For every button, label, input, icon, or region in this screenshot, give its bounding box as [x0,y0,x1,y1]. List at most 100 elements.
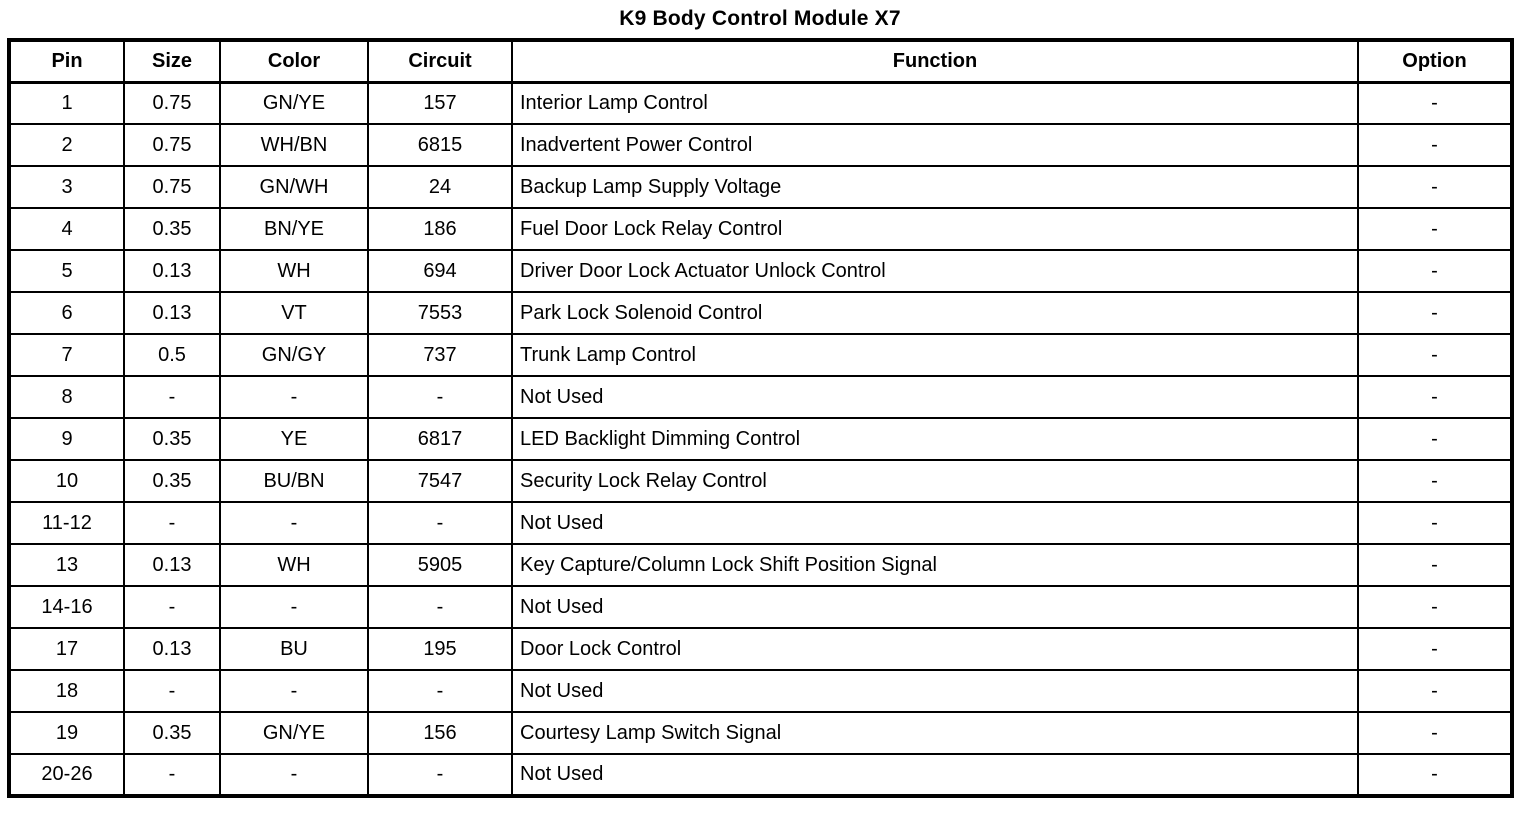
column-header-size: Size [123,39,221,84]
table-row: 17 0.13 BU 195 Door Lock Control - [8,627,1513,671]
column-header-option: Option [1357,39,1513,84]
cell-pin: 6 [8,291,125,335]
table-row: 3 0.75 GN/WH 24 Backup Lamp Supply Voltage - [8,165,1513,209]
cell-size: - [123,501,221,545]
table-row: 1 0.75 GN/YE 157 Interior Lamp Control - [8,81,1513,125]
cell-pin: 3 [8,165,125,209]
cell-color: YE [219,417,369,461]
cell-color: GN/WH [219,165,369,209]
cell-circuit: 7547 [367,459,513,503]
cell-option: - [1357,123,1513,167]
cell-size: 0.35 [123,417,221,461]
cell-function: Driver Door Lock Actuator Unlock Control [511,249,1359,293]
cell-color: GN/GY [219,333,369,377]
cell-circuit: 24 [367,165,513,209]
cell-size: 0.13 [123,627,221,671]
table-row: 10 0.35 BU/BN 7547 Security Lock Relay Contr… [8,459,1513,503]
cell-circuit: - [367,753,513,797]
cell-size: - [123,669,221,713]
cell-size: - [123,375,221,419]
cell-color: GN/YE [219,711,369,755]
cell-option: - [1357,459,1513,503]
cell-pin: 7 [8,333,125,377]
cell-size: 0.75 [123,165,221,209]
cell-function: Inadvertent Power Control [511,123,1359,167]
cell-color: WH/BN [219,123,369,167]
cell-option: - [1357,627,1513,671]
cell-circuit: 6817 [367,417,513,461]
cell-size: 0.35 [123,711,221,755]
cell-pin: 20-26 [8,753,125,797]
cell-circuit: - [367,501,513,545]
cell-option: - [1357,753,1513,797]
cell-color: - [219,753,369,797]
table-row: 14-16- - - Not Used - [8,585,1513,629]
cell-pin: 13 [8,543,125,587]
table-row: 5 0.13 WH 694 Driver Door Lock Actuator Unlo… [8,249,1513,293]
cell-color: WH [219,249,369,293]
cell-function: Key Capture/Column Lock Shift Position S… [511,543,1359,587]
cell-circuit: 6815 [367,123,513,167]
cell-function: Door Lock Control [511,627,1359,671]
pinout-table-body: 1 0.75 GN/YE 157 Interior Lamp Control -2 0.75… [8,81,1513,797]
cell-color: BU/BN [219,459,369,503]
cell-size: 0.5 [123,333,221,377]
column-header-function: Function [511,39,1359,84]
cell-option: - [1357,711,1513,755]
cell-color: - [219,375,369,419]
cell-pin: 4 [8,207,125,251]
cell-pin: 11-12 [8,501,125,545]
cell-function: Fuel Door Lock Relay Control [511,207,1359,251]
cell-circuit: 737 [367,333,513,377]
cell-pin: 1 [8,81,125,125]
cell-option: - [1357,333,1513,377]
cell-option: - [1357,585,1513,629]
cell-circuit: - [367,585,513,629]
cell-color: VT [219,291,369,335]
cell-function: LED Backlight Dimming Control [511,417,1359,461]
table-row: 8- - - Not Used - [8,375,1513,419]
cell-option: - [1357,165,1513,209]
cell-circuit: 694 [367,249,513,293]
cell-size: - [123,753,221,797]
page-title: K9 Body Control Module X7 [619,7,901,30]
cell-size: - [123,585,221,629]
cell-option: - [1357,249,1513,293]
cell-circuit: 157 [367,81,513,125]
cell-size: 0.75 [123,123,221,167]
table-row: 20-26- - - Not Used - [8,753,1513,797]
cell-color: - [219,585,369,629]
cell-function: Not Used [511,753,1359,797]
cell-circuit: 156 [367,711,513,755]
cell-size: 0.35 [123,459,221,503]
cell-color: WH [219,543,369,587]
column-header-circuit: Circuit [367,39,513,84]
cell-pin: 18 [8,669,125,713]
cell-size: 0.13 [123,291,221,335]
cell-option: - [1357,543,1513,587]
table-row: 19 0.35 GN/YE 156 Courtesy Lamp Switch Signa… [8,711,1513,755]
column-header-pin: Pin [8,39,125,84]
cell-pin: 10 [8,459,125,503]
table-row: 4 0.35 BN/YE 186 Fuel Door Lock Relay Contro… [8,207,1513,251]
cell-function: Park Lock Solenoid Control [511,291,1359,335]
cell-option: - [1357,291,1513,335]
cell-pin: 8 [8,375,125,419]
cell-pin: 14-16 [8,585,125,629]
cell-option: - [1357,81,1513,125]
cell-color: BU [219,627,369,671]
cell-pin: 2 [8,123,125,167]
column-header-color: Color [219,39,369,84]
cell-function: Not Used [511,669,1359,713]
pinout-table: Pin Size Color Circuit Function Option 1… [7,38,1514,798]
cell-pin: 9 [8,417,125,461]
table-row: 2 0.75 WH/BN 6815 Inadvertent Power Control - [8,123,1513,167]
cell-size: 0.35 [123,207,221,251]
cell-pin: 17 [8,627,125,671]
cell-function: Backup Lamp Supply Voltage [511,165,1359,209]
cell-color: GN/YE [219,81,369,125]
cell-circuit: 186 [367,207,513,251]
cell-option: - [1357,375,1513,419]
cell-circuit: - [367,669,513,713]
cell-size: 0.13 [123,249,221,293]
